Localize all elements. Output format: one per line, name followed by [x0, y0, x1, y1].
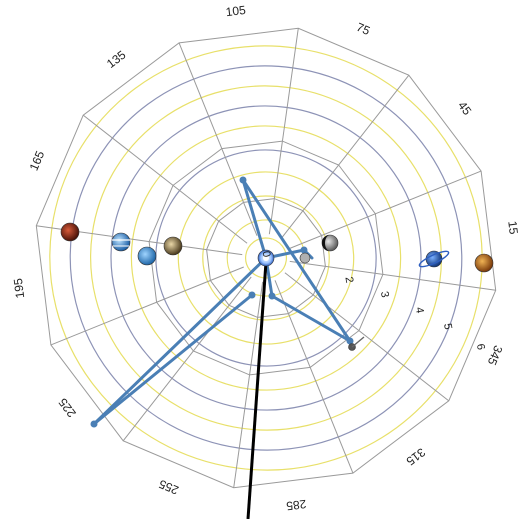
neptune-icon [137, 246, 157, 266]
ring-label-0: 0 [260, 250, 273, 258]
angle-label-345: 345 [485, 343, 506, 367]
spoke-11 [284, 272, 450, 402]
celestial-bodies [60, 222, 494, 351]
angle-label-135: 135 [104, 47, 129, 70]
angle-label-195: 195 [11, 277, 27, 299]
radial-spokes [36, 28, 496, 488]
moon-icon [321, 234, 339, 252]
trajectory-node-2 [268, 292, 276, 300]
trajectory-segment-1 [92, 256, 268, 426]
ring-label-6: 6 [474, 343, 487, 351]
venus-icon-disc [474, 253, 494, 273]
small-body-icon [299, 252, 311, 264]
trajectory-node-5 [346, 337, 354, 345]
ring-label-4: 4 [413, 306, 426, 314]
saturn-icon [418, 250, 450, 268]
angle-label-45: 45 [455, 99, 474, 118]
spoke-4 [178, 42, 258, 236]
mars-icon [60, 222, 80, 242]
ring-label-5: 5 [441, 322, 454, 330]
spoke-1 [288, 170, 482, 250]
pointer-needle [246, 261, 268, 519]
spoke-7 [50, 266, 244, 346]
angle-label-315: 315 [403, 445, 428, 468]
mars-icon-disc [60, 222, 80, 242]
spoke-8 [122, 276, 252, 442]
moon-shadow [322, 235, 330, 251]
small-body-icon-disc [299, 252, 311, 264]
angle-label-75: 75 [354, 20, 372, 38]
trajectory-node-4 [90, 420, 98, 428]
sun-core [263, 255, 269, 261]
venus-icon [474, 253, 494, 273]
trajectory-node-3 [300, 246, 308, 254]
saturn-ring [418, 250, 450, 268]
spoke-10 [274, 280, 354, 474]
saturn-icon-disc [425, 250, 443, 268]
earth-icon [111, 232, 131, 252]
orbit-ring-0 [245, 237, 287, 279]
trajectory-segment-2 [92, 293, 254, 426]
trajectory-segment-6 [241, 178, 352, 343]
comet-tail [351, 336, 365, 348]
angle-label-165: 165 [27, 149, 48, 173]
angle-label-15: 15 [505, 220, 521, 235]
comet-icon [348, 336, 365, 351]
trajectory-segment-5 [270, 294, 352, 343]
spoke-9 [233, 281, 264, 488]
trajectory-node-0 [239, 176, 247, 184]
ring-label-3: 3 [378, 290, 391, 298]
needle-line [246, 261, 268, 519]
ring-label-2: 2 [342, 276, 355, 284]
jupiter-icon [163, 236, 183, 256]
earth-icon-disc [111, 232, 131, 252]
jupiter-icon-disc [163, 236, 183, 256]
trajectory-node-1 [248, 291, 256, 299]
angle-label-255: 255 [157, 477, 181, 498]
neptune-icon-disc [137, 246, 157, 266]
trajectory-lines [90, 176, 354, 428]
angle-label-225: 225 [55, 395, 78, 420]
angle-label-105: 105 [225, 3, 247, 19]
spoke-2 [280, 74, 410, 240]
spoke-5 [82, 114, 248, 244]
sun-icon [257, 249, 275, 267]
trajectory-segment-0 [241, 178, 268, 260]
spoke-3 [268, 28, 299, 235]
angle-label-285: 285 [285, 497, 307, 513]
spoke-0 [289, 260, 496, 291]
